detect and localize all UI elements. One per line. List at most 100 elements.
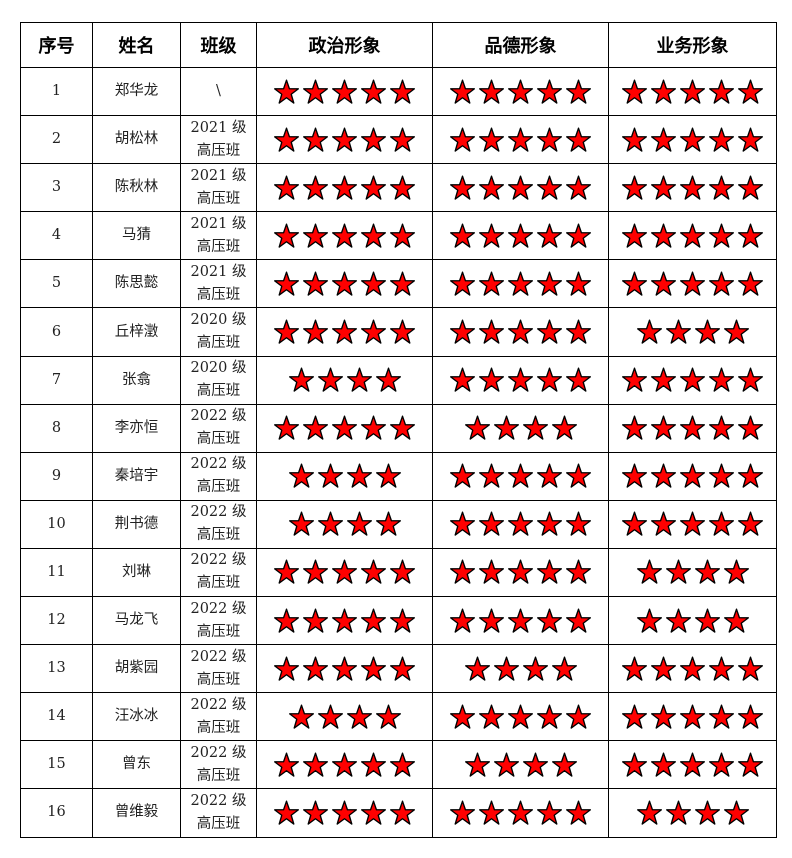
cell-business-rating <box>608 692 777 742</box>
row-number: 6 <box>51 323 62 340</box>
class-name: 高压班 <box>196 286 241 303</box>
cell-no: 1 <box>20 66 93 117</box>
cell-class: 2022 级高压班 <box>180 644 257 694</box>
star-icon <box>508 559 533 585</box>
star-icon <box>346 463 372 488</box>
star-icon <box>450 223 475 248</box>
star-icon <box>450 704 475 729</box>
star-icon <box>566 608 591 633</box>
star-icon <box>566 367 591 392</box>
class-name: 高压班 <box>196 238 241 255</box>
star-icon <box>274 656 299 681</box>
star-icon <box>522 752 548 777</box>
cell-name: 胡紫园 <box>92 644 181 694</box>
star-icon <box>390 319 415 344</box>
cell-class: 2020 级高压班 <box>180 307 257 357</box>
star-icon <box>361 656 386 681</box>
star-icon <box>303 175 328 200</box>
star-icon <box>332 752 357 777</box>
class-year: 2022 级 <box>190 456 247 473</box>
star-icon <box>332 559 357 585</box>
student-name: 马龙飞 <box>114 612 159 629</box>
cell-morality-rating <box>432 692 609 742</box>
cell-no: 15 <box>20 740 93 790</box>
star-icon <box>493 415 519 440</box>
star-icon <box>566 79 591 104</box>
cell-no: 7 <box>20 355 93 405</box>
star-icon <box>303 127 328 152</box>
cell-politics-rating <box>256 163 433 213</box>
star-icon <box>636 559 662 585</box>
cell-politics-rating <box>256 740 433 790</box>
star-icon <box>288 511 314 537</box>
star-icon <box>651 175 676 200</box>
star-icon <box>390 271 415 296</box>
star-icon <box>738 656 763 681</box>
star-icon <box>332 608 357 633</box>
cell-business-rating <box>608 307 777 357</box>
cell-class: 2020 级高压班 <box>180 355 257 405</box>
star-icon <box>680 367 705 392</box>
star-icon <box>709 175 734 200</box>
star-icon <box>651 752 676 777</box>
star-icon <box>537 800 562 825</box>
table-row: 2 胡松林 2021 级高压班 <box>20 115 777 165</box>
star-icon <box>390 800 415 825</box>
star-icon <box>709 656 734 681</box>
class-year: 2021 级 <box>190 215 247 232</box>
star-icon <box>479 127 504 152</box>
cell-morality-rating <box>432 403 609 453</box>
star-icon <box>566 223 591 248</box>
star-icon <box>479 463 504 488</box>
cell-business-rating <box>608 211 777 261</box>
star-icon <box>508 511 533 537</box>
cell-class: 2022 级高压班 <box>180 788 257 838</box>
table-row: 1 郑华龙 \ <box>20 66 777 117</box>
cell-name: 陈秋林 <box>92 163 181 213</box>
cell-morality-rating <box>432 596 609 646</box>
star-icon <box>622 511 647 537</box>
star-icon <box>738 704 763 729</box>
star-icon <box>738 511 763 537</box>
star-icon <box>361 752 386 777</box>
star-icon <box>361 415 386 440</box>
row-number: 2 <box>51 131 62 148</box>
cell-no: 9 <box>20 451 93 501</box>
student-name: 陈秋林 <box>114 179 159 196</box>
star-icon <box>709 415 734 440</box>
star-icon <box>680 415 705 440</box>
star-icon <box>508 463 533 488</box>
star-icon <box>274 752 299 777</box>
cell-business-rating <box>608 403 777 453</box>
star-icon <box>346 511 372 537</box>
cell-name: 陈思懿 <box>92 259 181 309</box>
class-year: 2020 级 <box>190 360 247 377</box>
cell-class: 2022 级高压班 <box>180 499 257 549</box>
star-icon <box>665 800 691 825</box>
star-icon <box>479 608 504 633</box>
star-icon <box>332 656 357 681</box>
star-icon <box>450 319 475 344</box>
cell-name: 郑华龙 <box>92 66 181 117</box>
star-icon <box>464 656 490 681</box>
star-icon <box>709 463 734 488</box>
star-icon <box>508 319 533 344</box>
cell-name: 李亦恒 <box>92 403 181 453</box>
class-name: 高压班 <box>196 719 241 736</box>
cell-politics-rating <box>256 451 433 501</box>
cell-name: 张翕 <box>92 355 181 405</box>
star-icon <box>723 608 749 633</box>
star-icon <box>566 511 591 537</box>
star-icon <box>636 319 662 344</box>
row-number: 13 <box>47 660 66 677</box>
cell-class: 2021 级高压班 <box>180 259 257 309</box>
star-icon <box>361 319 386 344</box>
star-icon <box>651 511 676 537</box>
star-icon <box>303 271 328 296</box>
star-icon <box>537 319 562 344</box>
cell-morality-rating <box>432 788 609 838</box>
cell-politics-rating <box>256 355 433 405</box>
cell-morality-rating <box>432 644 609 694</box>
star-icon <box>450 79 475 104</box>
star-icon <box>709 367 734 392</box>
